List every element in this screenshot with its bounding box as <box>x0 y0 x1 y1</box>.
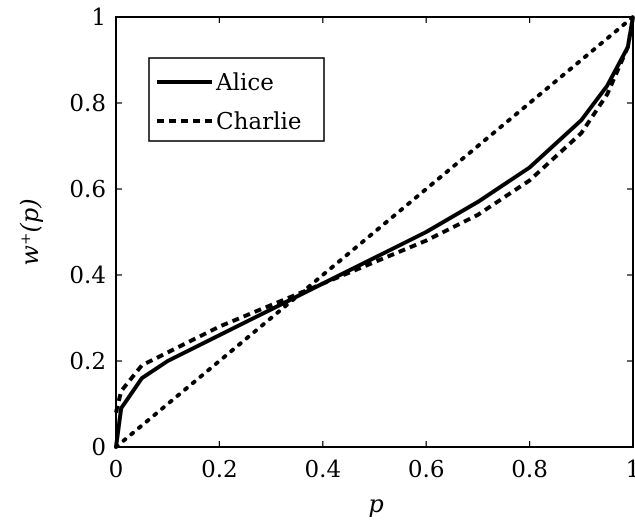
x-tick-label: 0.8 <box>511 457 548 483</box>
series-line-charlie <box>114 16 635 414</box>
y-axis-label: w⁺(p) <box>16 198 44 265</box>
x-tick-label: 0.2 <box>201 457 238 483</box>
tick-labels: 0 0.2 0.4 0.6 0.8 1 0 0.2 0.4 0.6 0.8 1 <box>69 5 635 483</box>
x-tick-label: 1 <box>626 457 635 483</box>
y-tick-label: 0 <box>91 435 106 461</box>
x-tick-label: 0.6 <box>408 457 445 483</box>
axis-ticks <box>115 16 634 448</box>
reference-line-identity <box>114 15 635 449</box>
legend-box <box>148 57 325 142</box>
legend-label-alice: Alice <box>215 70 274 96</box>
y-tick-label: 0.6 <box>69 177 106 203</box>
y-tick-label: 0.2 <box>69 349 106 375</box>
y-tick-label: 1 <box>91 5 106 31</box>
series-line-alice <box>114 16 635 448</box>
x-tick-label: 0.4 <box>305 457 342 483</box>
y-tick-label: 0.8 <box>69 91 106 117</box>
legend-label-charlie: Charlie <box>216 109 301 135</box>
x-axis-label: p <box>368 490 383 518</box>
y-tick-label: 0.4 <box>69 263 106 289</box>
plot-frame <box>115 16 634 448</box>
plot-lines <box>114 15 635 449</box>
legend: Alice Charlie <box>148 57 325 142</box>
x-tick-label: 0 <box>109 457 124 483</box>
